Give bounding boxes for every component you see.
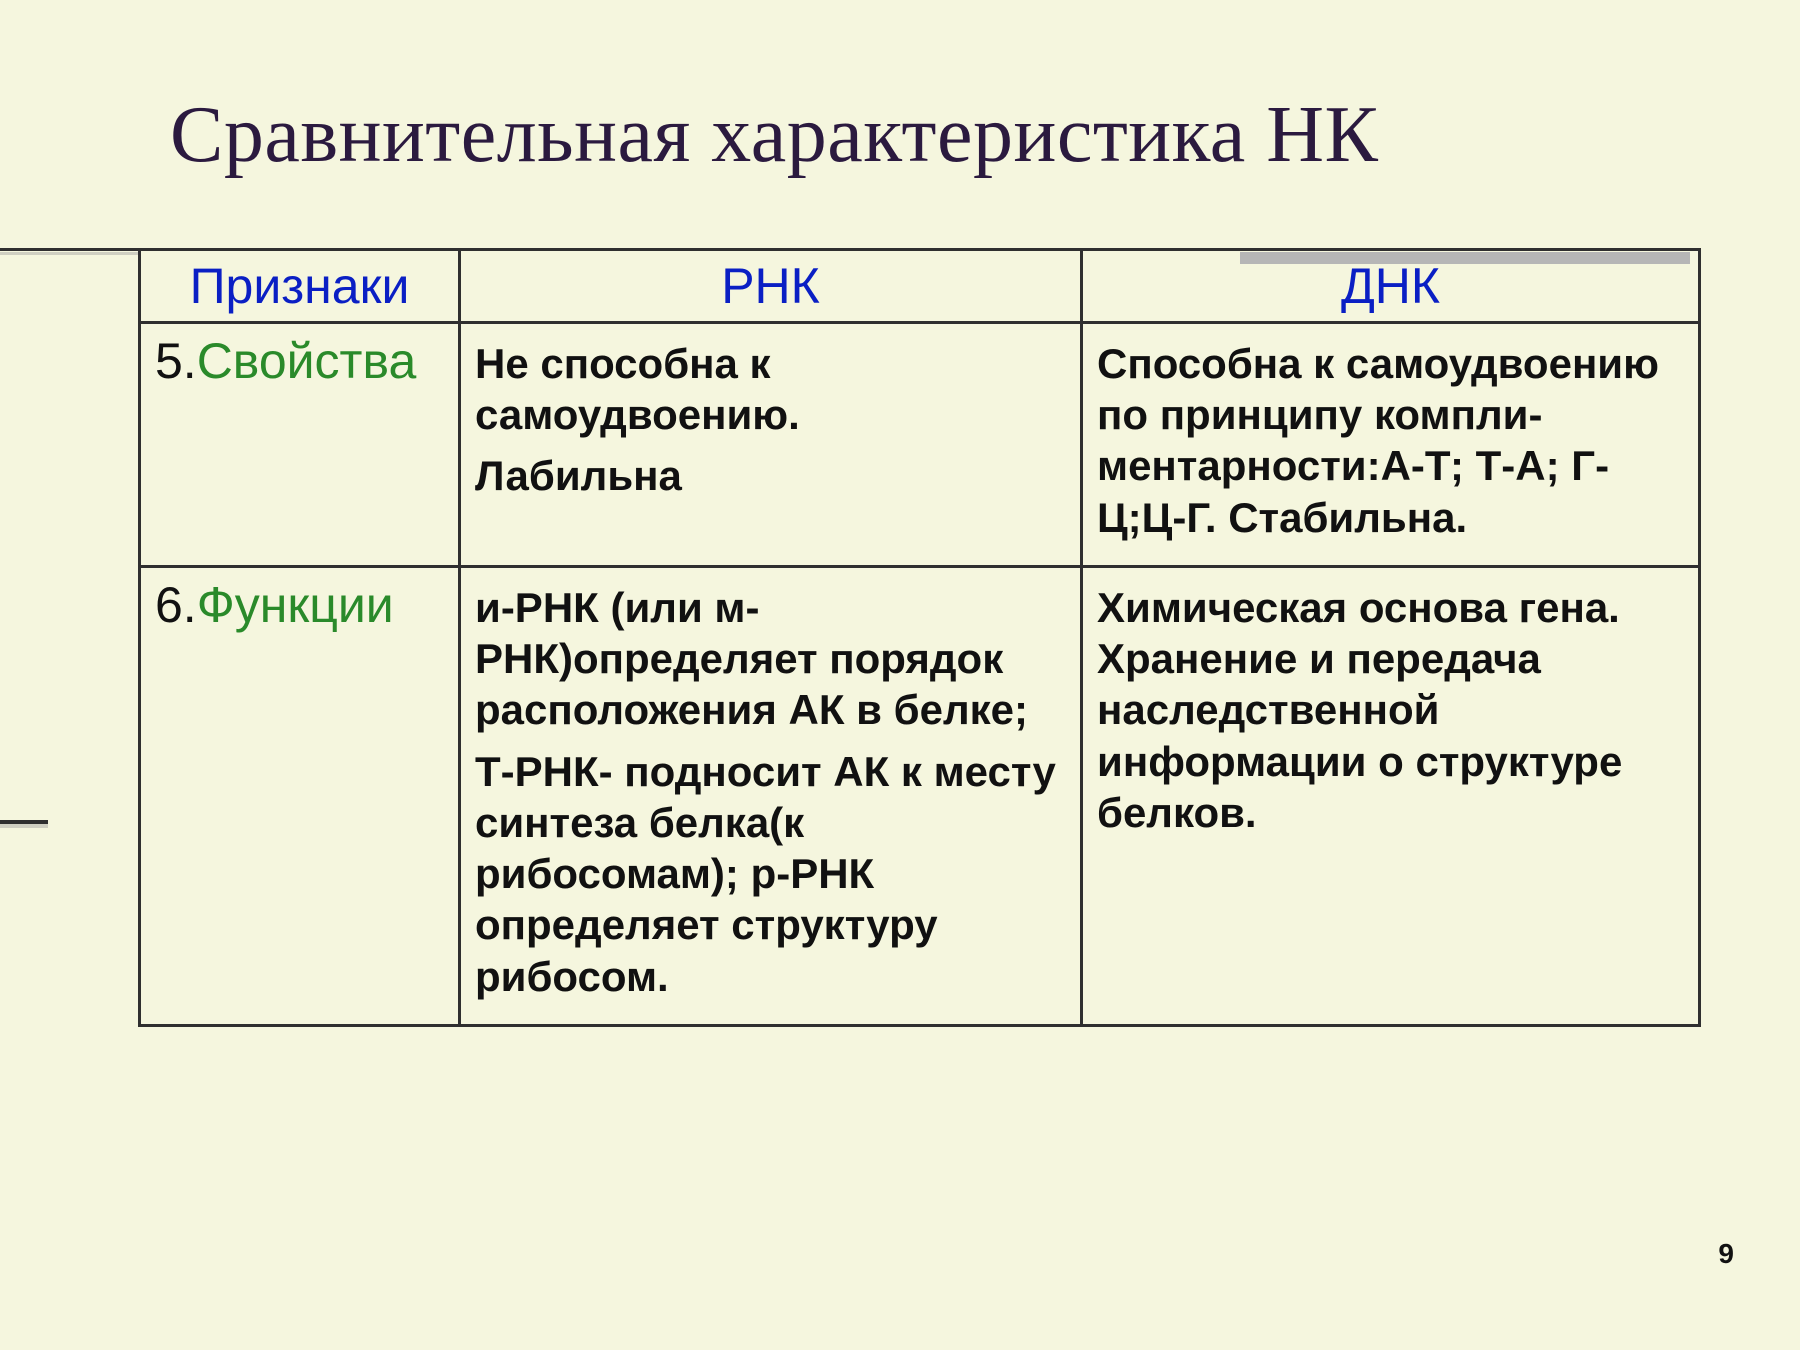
row-word: Функции: [197, 577, 394, 633]
col-header-dnk: ДНК: [1082, 250, 1700, 323]
comparison-table: Признаки РНК ДНК 5.Свойства Не способна …: [138, 248, 1701, 1027]
left-tick-decoration: [0, 820, 48, 824]
cell-text: Лабильна: [475, 450, 1066, 501]
table-row: 5.Свойства Не способна к самоудвоению. Л…: [140, 323, 1700, 567]
row-word: Свойства: [197, 333, 417, 389]
row-label-properties: 5.Свойства: [140, 323, 460, 567]
cell-dnk-properties: Способна к самоудвоению по принципу комп…: [1082, 323, 1700, 567]
col-header-rnk: РНК: [460, 250, 1082, 323]
cell-rnk-properties: Не способна к самоудвоению. Лабильна: [460, 323, 1082, 567]
row-label-functions: 6.Функции: [140, 566, 460, 1025]
table-row: 6.Функции и-РНК (или м-РНК)определяет по…: [140, 566, 1700, 1025]
cell-text: и-РНК (или м-РНК)определяет порядок расп…: [475, 582, 1066, 736]
title-underline: [0, 248, 138, 251]
col-header-features: Признаки: [140, 250, 460, 323]
slide-title: Сравнительная характеристика НК: [170, 90, 1378, 181]
slide: Сравнительная характеристика НК Признаки…: [0, 0, 1800, 1350]
cell-text: Не способна к самоудвоению.: [475, 338, 1066, 440]
cell-text: Способна к самоудвоению по принципу комп…: [1097, 338, 1684, 543]
row-number: 6.: [155, 577, 197, 633]
page-number: 9: [1718, 1238, 1734, 1270]
cell-rnk-functions: и-РНК (или м-РНК)определяет порядок расп…: [460, 566, 1082, 1025]
cell-text: Т-РНК- подносит АК к месту синтеза белка…: [475, 746, 1066, 1002]
cell-text: Химическая основа гена. Хранение и перед…: [1097, 582, 1684, 838]
cell-dnk-functions: Химическая основа гена. Хранение и перед…: [1082, 566, 1700, 1025]
row-number: 5.: [155, 333, 197, 389]
table-header-row: Признаки РНК ДНК: [140, 250, 1700, 323]
